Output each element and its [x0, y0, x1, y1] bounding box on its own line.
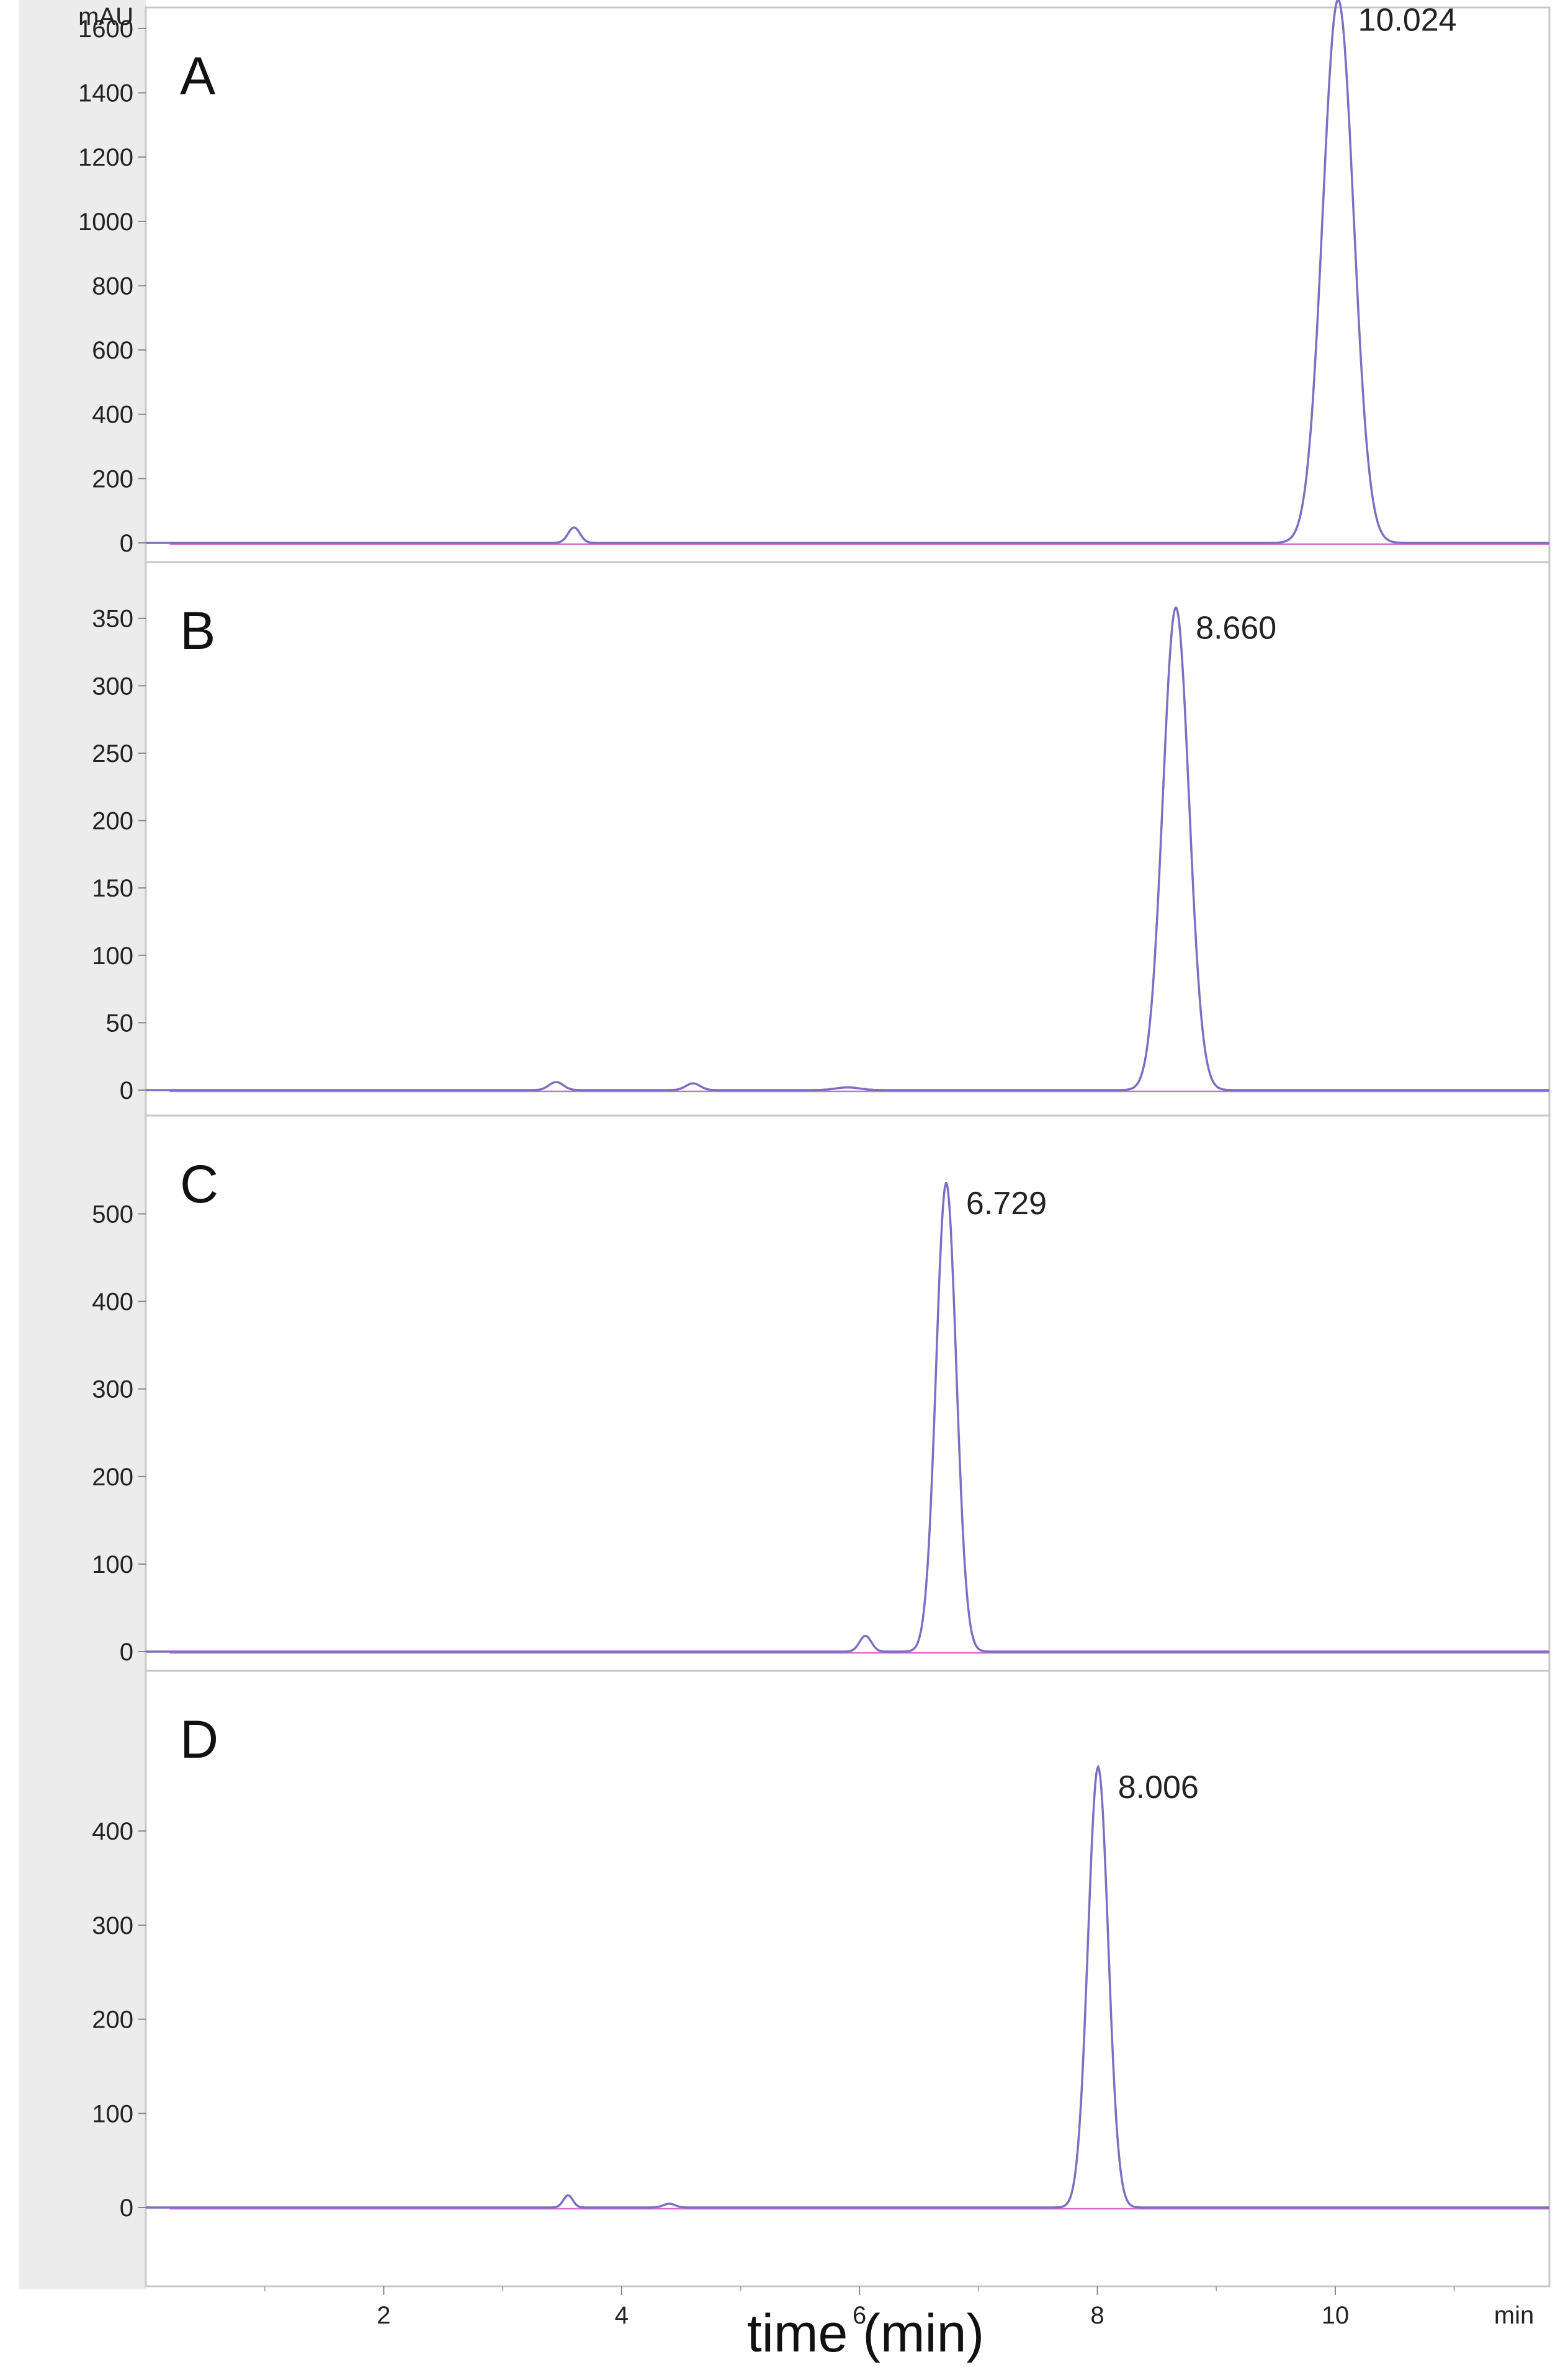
- peak-label: 10.024: [1358, 2, 1457, 38]
- y-tick-label: 100: [92, 1551, 133, 1578]
- y-tick-label: 200: [92, 1464, 133, 1491]
- panel-letter: A: [180, 47, 216, 106]
- y-tick-label: 500: [92, 1201, 133, 1228]
- y-tick-label: 150: [92, 875, 133, 902]
- y-tick-label: 50: [106, 1009, 134, 1037]
- y-tick-label: 0: [120, 1077, 133, 1104]
- trace-line: [146, 1765, 1549, 2209]
- trace-line: [146, 606, 1549, 1091]
- panel-letter: C: [180, 1155, 218, 1214]
- y-tick-label: 400: [92, 1818, 133, 1845]
- plot-frame: [145, 1114, 1551, 1672]
- y-tick-label: 0: [120, 530, 133, 557]
- peak-label: 8.006: [1118, 1769, 1199, 1805]
- plot-frame: [145, 561, 1551, 1117]
- y-tick-label: 600: [92, 337, 133, 364]
- y-tick-label: 100: [92, 942, 133, 970]
- plot-frame: [145, 1670, 1551, 2288]
- y-tick-label: 1400: [78, 80, 133, 107]
- panel-c: 0 100 200 300 400 500 C 6.729: [92, 1114, 1551, 1672]
- trace-line: [146, 0, 1549, 544]
- peak-apex: [1337, 0, 1340, 1]
- y-tick-label: 800: [92, 272, 133, 300]
- y-tick-label: 300: [92, 1376, 133, 1403]
- peak-label: 6.729: [966, 1186, 1047, 1222]
- x-tick-label: 10: [1322, 2302, 1350, 2329]
- y-tick-label: 0: [120, 1639, 133, 1666]
- y-tick-label: 1200: [78, 144, 133, 171]
- x-unit-label: min: [1494, 2302, 1534, 2329]
- y-tick-label: 300: [92, 673, 133, 700]
- x-tick-label: 6: [853, 2302, 866, 2329]
- y-tick-label: 350: [92, 606, 133, 633]
- y-tick-label: 0: [120, 2194, 133, 2222]
- panel-d: 0 100 200 300 400 D 8.006: [92, 1670, 1551, 2288]
- panel-b: 0 50 100 150 200 250 300 350 B 8.660: [92, 561, 1551, 1117]
- peak-apex: [944, 1182, 948, 1185]
- y-tick-label: 300: [92, 1912, 133, 1939]
- peak-label: 8.660: [1196, 610, 1276, 646]
- y-tick-label: 200: [92, 465, 133, 493]
- trace-line: [146, 1181, 1549, 1653]
- y-tick-label: 200: [92, 808, 133, 835]
- y-tick-label: 100: [92, 2100, 133, 2127]
- x-tick-label: 8: [1090, 2302, 1104, 2329]
- plot-frame: [145, 6, 1551, 563]
- x-tick-label: 4: [615, 2302, 629, 2329]
- y-unit-label: mAU: [78, 3, 133, 30]
- peak-apex: [1096, 1766, 1100, 1769]
- y-tick-label: 200: [92, 2006, 133, 2034]
- y-tick-label: 250: [92, 740, 133, 767]
- y-tick-label: 400: [92, 401, 133, 429]
- x-tick-label: 2: [377, 2302, 390, 2329]
- y-tick-label: 1600: [78, 16, 133, 43]
- left-band: [19, 0, 146, 2289]
- panel-letter: D: [180, 1710, 218, 1769]
- panel-letter: B: [180, 601, 215, 661]
- x-axis-title: time (min): [747, 2304, 984, 2363]
- y-tick-label: 1000: [78, 208, 133, 236]
- peak-apex: [1175, 606, 1178, 609]
- y-tick-label: 400: [92, 1289, 133, 1316]
